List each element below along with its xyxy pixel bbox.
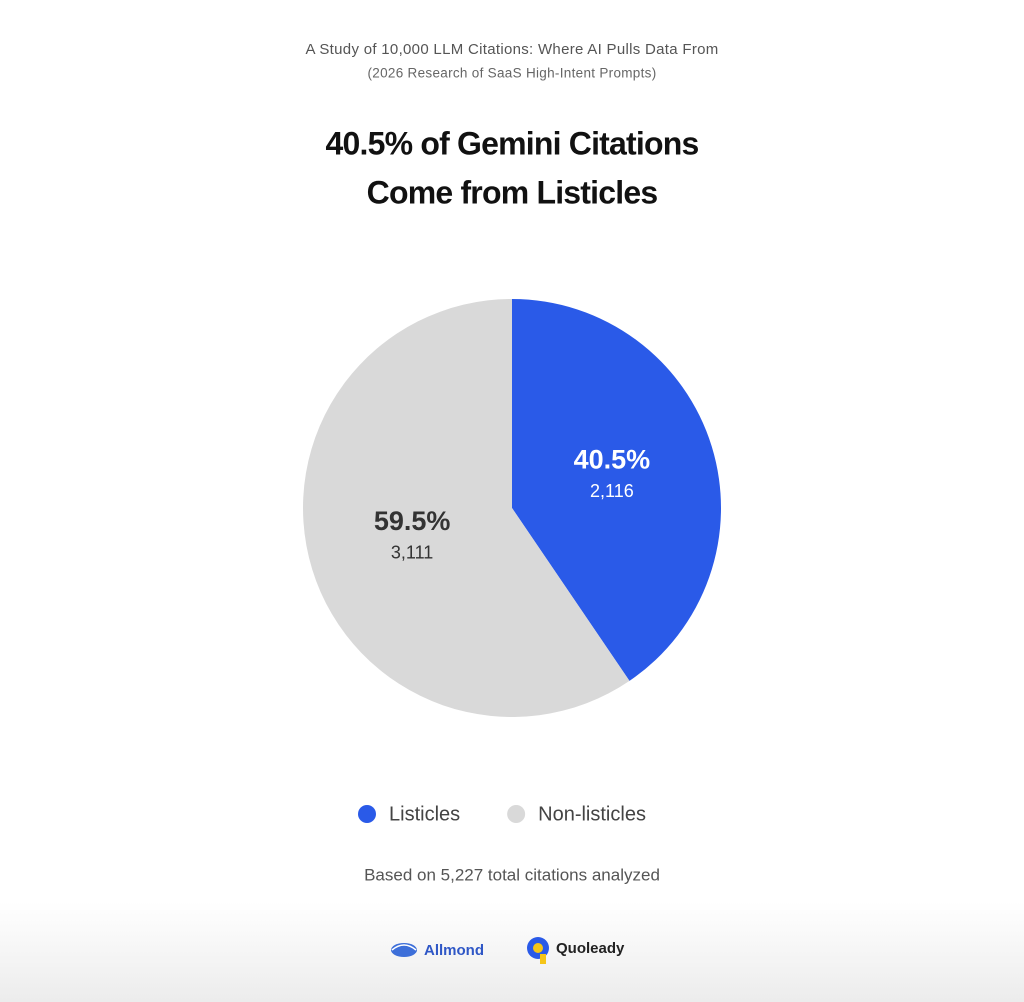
slice-count-label: 3,111 bbox=[391, 542, 433, 562]
legend: Listicles Non-listicles bbox=[358, 803, 646, 825]
pie: 40.5% 2,116 59.5% 3,111 bbox=[302, 299, 721, 717]
legend-label: Non-listicles bbox=[538, 803, 646, 825]
slice-count-label: 2,116 bbox=[590, 481, 634, 501]
logo-icon bbox=[533, 943, 543, 953]
chart-title: Come from Listicles bbox=[367, 174, 658, 210]
legend-swatch bbox=[507, 805, 526, 823]
logo-icon bbox=[540, 954, 546, 964]
slice-percent-label: 40.5% bbox=[574, 444, 651, 474]
pie-slice bbox=[512, 299, 721, 681]
logo-text: Quoleady bbox=[556, 940, 625, 957]
slice-percent-label: 59.5% bbox=[374, 506, 451, 536]
footnote: Based on 5,227 total citations analyzed bbox=[364, 865, 660, 884]
logo: Quoleady bbox=[527, 937, 625, 964]
logo-text: Allmond bbox=[424, 942, 484, 959]
legend-swatch bbox=[358, 805, 376, 823]
supertitle: A Study of 10,000 LLM Citations: Where A… bbox=[305, 41, 718, 58]
legend-label: Listicles bbox=[389, 803, 460, 825]
logo: Allmond bbox=[391, 942, 484, 959]
subtitle: (2026 Research of SaaS High-Intent Promp… bbox=[367, 66, 656, 81]
logo-icon bbox=[391, 944, 417, 951]
chart-title: 40.5% of Gemini Citations bbox=[326, 125, 699, 161]
pie-slice bbox=[302, 299, 630, 717]
